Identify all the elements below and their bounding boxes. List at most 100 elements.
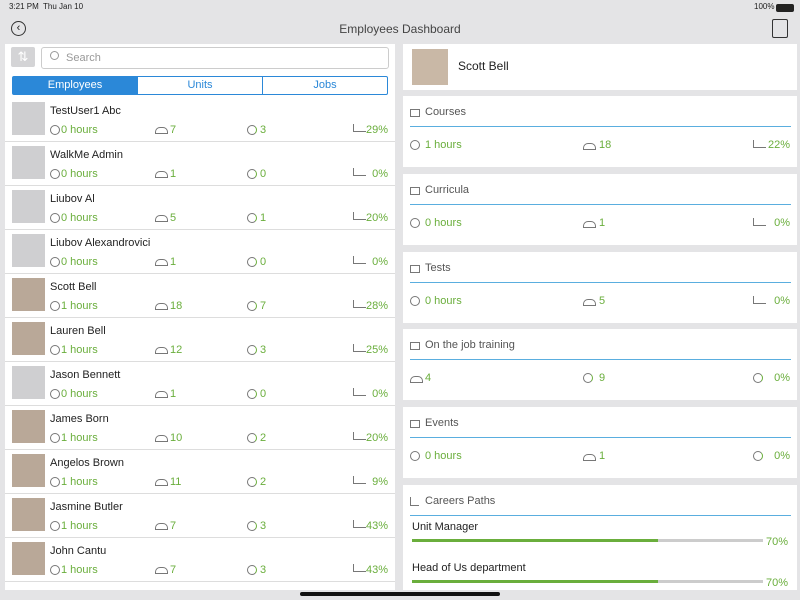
check-icon [753, 373, 763, 384]
search-placeholder: Search [66, 52, 101, 64]
chart-icon [353, 432, 366, 440]
check-icon [247, 125, 257, 135]
chart-icon [753, 217, 766, 226]
progress-bar [412, 580, 658, 583]
section-card: On the job training 4 9 0% [403, 329, 797, 401]
selected-name: Scott Bell [458, 59, 509, 73]
employee-row[interactable]: Liubov Al 0 hours 5 1 20% [5, 186, 395, 230]
hours: 0 hours [61, 168, 98, 180]
tab[interactable]: Jobs [262, 77, 387, 94]
clock-icon [50, 521, 60, 531]
divider [410, 359, 791, 361]
clock-icon [50, 257, 60, 267]
hours: 1 hours [61, 476, 98, 488]
check-icon [247, 521, 257, 531]
section-icon [410, 186, 420, 195]
hours: 1 hours [61, 344, 98, 356]
completed-count: 0 [260, 388, 267, 400]
divider [410, 203, 791, 205]
employee-row[interactable]: Jasmine Butler 1 hours 7 3 43% [5, 494, 395, 538]
employee-name: WalkMe Admin [50, 149, 123, 161]
tab[interactable]: Employees [13, 77, 137, 94]
selected-employee: Scott Bell [403, 44, 797, 90]
search-box[interactable]: Search [41, 47, 389, 69]
units-count: 12 [170, 344, 183, 356]
sort-button[interactable]: ⇅ [11, 47, 35, 67]
chart-icon [353, 300, 366, 308]
chart-icon [353, 520, 366, 528]
completed-count: 3 [260, 124, 267, 136]
book-icon [155, 523, 168, 530]
section-stat: 0% [774, 294, 790, 307]
employee-row[interactable]: Scott Bell 1 hours 18 7 28% [5, 274, 395, 318]
chart-icon [353, 344, 366, 352]
employee-row[interactable]: TestUser1 Abc 0 hours 7 3 29% [5, 98, 395, 142]
progress: 25% [365, 344, 388, 356]
employee-name: John Cantu [50, 545, 107, 557]
book-icon [155, 215, 168, 222]
employee-row[interactable]: James Born 1 hours 10 2 20% [5, 406, 395, 450]
export-button[interactable] [772, 19, 788, 38]
section-stat: 0 hours [425, 216, 462, 229]
completed-count: 7 [260, 300, 267, 312]
avatar [12, 454, 45, 487]
chart-icon [353, 476, 366, 484]
progress-bar [412, 539, 658, 542]
section-stat: 5 [599, 294, 606, 307]
status-date: Thu Jan 10 [43, 2, 84, 11]
search-icon [50, 51, 59, 60]
completed-count: 2 [260, 432, 267, 444]
careers-card: Careers Paths Unit Manager 70% Head of Us d… [403, 485, 797, 590]
employee-row[interactable]: Liubov Alexandrovici 0 hours 1 0 0% [5, 230, 395, 274]
tab[interactable]: Units [137, 77, 262, 94]
book-icon [155, 479, 168, 486]
completed-count: 3 [260, 520, 267, 532]
employee-name: Liubov Al [50, 193, 95, 205]
units-count: 18 [170, 300, 183, 312]
avatar [12, 190, 45, 223]
employee-name: Jasmine Butler [50, 501, 123, 513]
divider [410, 437, 791, 439]
progress: 20% [365, 432, 388, 444]
employee-row[interactable]: Jason Bennett 0 hours 1 0 0% [5, 362, 395, 406]
section-stat: 1 [599, 216, 606, 229]
check-icon [247, 345, 257, 355]
avatar [12, 102, 45, 135]
progress: 0% [372, 388, 388, 400]
clock-icon [50, 301, 60, 311]
book-icon [410, 376, 423, 384]
employee-row[interactable]: John Cantu 1 hours 7 3 43% [5, 538, 395, 582]
check-icon [247, 213, 257, 223]
section-icon [410, 109, 420, 117]
clock-icon [50, 213, 60, 223]
check-icon [247, 477, 257, 487]
hours: 0 hours [61, 212, 98, 224]
hours: 1 hours [61, 432, 98, 444]
employees-panel: ⇅ Search Employees Units Jobs TestUser1 Ab… [5, 44, 395, 590]
employee-name: Lauren Bell [50, 325, 106, 337]
employee-name: Jason Bennett [50, 369, 121, 381]
section-stat: 0% [774, 216, 790, 229]
progress: 28% [365, 300, 388, 312]
employee-row[interactable]: WalkMe Admin 0 hours 1 0 0% [5, 142, 395, 186]
progress: 9% [372, 476, 388, 488]
status-battery: 100% [754, 2, 775, 11]
clock-icon [410, 295, 420, 306]
employee-name: Scott Bell [50, 281, 97, 293]
chart-icon [353, 256, 366, 264]
back-button[interactable]: ‹ [11, 21, 26, 36]
clock-icon [50, 169, 60, 179]
chart-icon [753, 140, 766, 148]
check-icon [753, 451, 763, 462]
completed-count: 1 [260, 212, 267, 224]
career-percent: 70% [765, 577, 788, 589]
employee-row[interactable]: Angelos Brown 1 hours 11 2 9% [5, 450, 395, 494]
section-card: Courses 1 hours 18 22% [403, 96, 797, 167]
book-icon [583, 298, 596, 306]
career-name: Unit Manager [412, 521, 479, 533]
employee-row[interactable]: Lauren Bell 1 hours 12 3 25% [5, 318, 395, 362]
completed-count: 3 [260, 564, 267, 576]
avatar [12, 366, 45, 399]
header-title: Employees Dashboard [339, 22, 461, 36]
